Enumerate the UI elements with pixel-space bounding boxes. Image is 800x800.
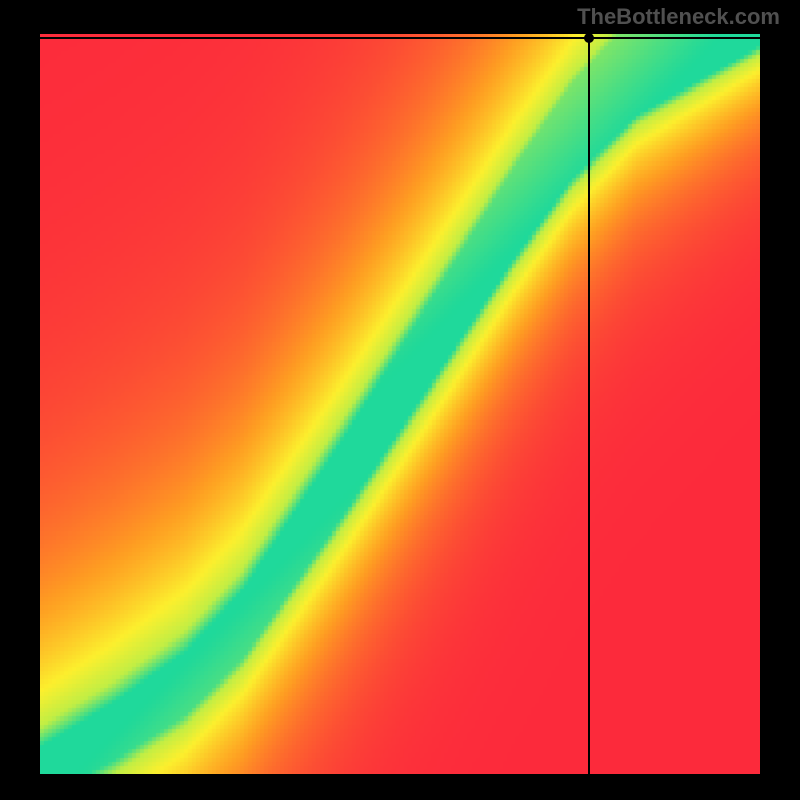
bottleneck-heatmap	[40, 34, 760, 774]
crosshair-vertical	[588, 34, 590, 774]
crosshair-horizontal	[40, 37, 760, 39]
watermark-text: TheBottleneck.com	[577, 4, 780, 30]
chart-container: TheBottleneck.com	[0, 0, 800, 800]
crosshair-marker-dot	[584, 33, 594, 43]
